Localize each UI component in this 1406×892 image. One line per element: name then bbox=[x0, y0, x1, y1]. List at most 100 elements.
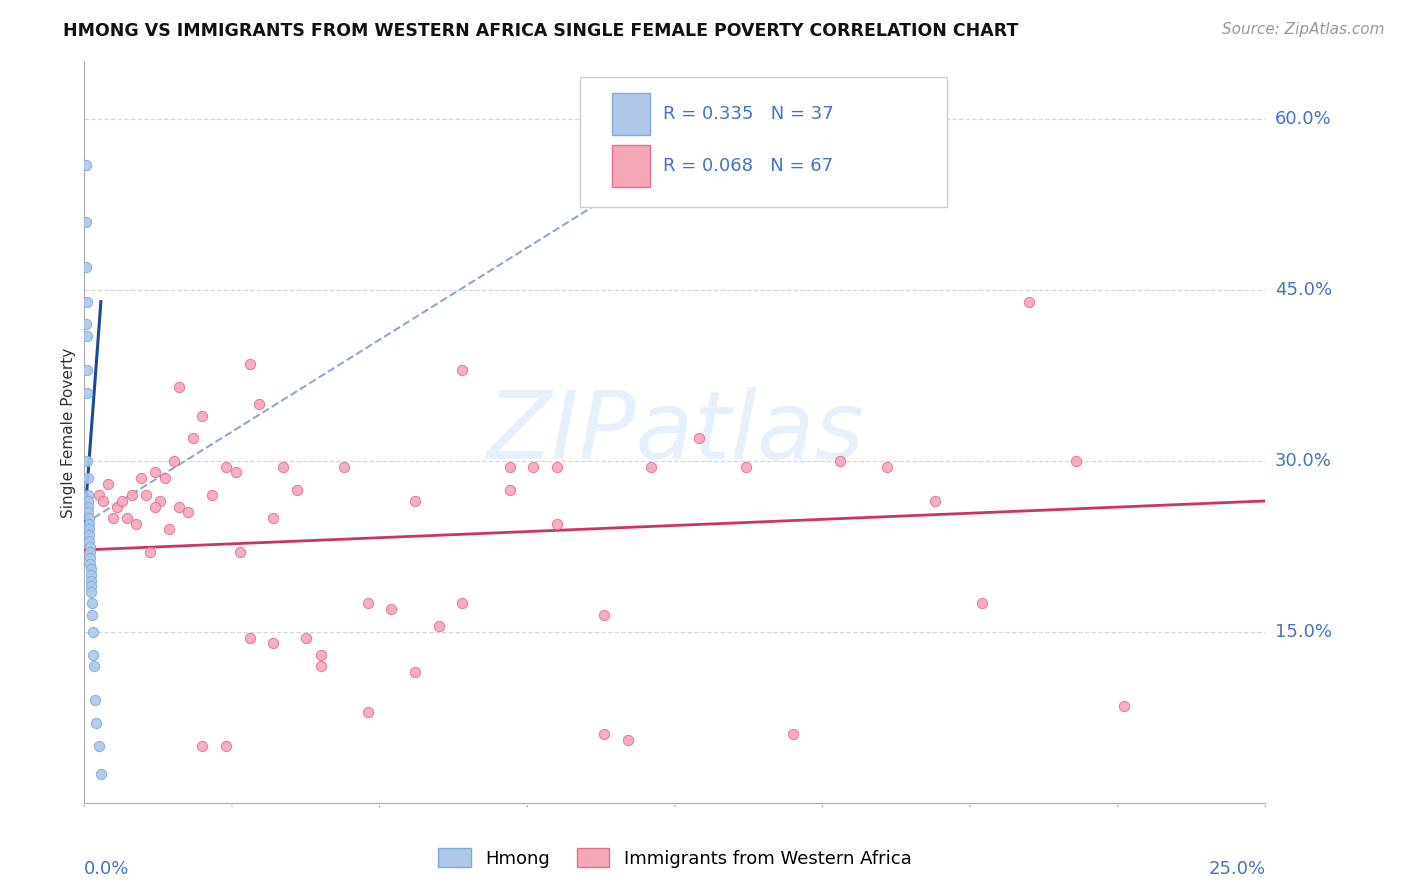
Point bbox=[616, 733, 638, 747]
Point bbox=[876, 459, 898, 474]
Point bbox=[309, 648, 332, 662]
FancyBboxPatch shape bbox=[612, 145, 650, 187]
Point bbox=[77, 516, 100, 531]
Point bbox=[77, 500, 100, 514]
Point bbox=[83, 693, 105, 707]
Point bbox=[76, 471, 98, 485]
Point bbox=[181, 431, 204, 445]
Point bbox=[262, 636, 284, 650]
Point bbox=[404, 494, 426, 508]
Point bbox=[143, 466, 166, 480]
Point bbox=[84, 716, 107, 731]
Point bbox=[1066, 454, 1088, 468]
Point bbox=[77, 511, 100, 525]
Point bbox=[1112, 698, 1135, 713]
Point bbox=[177, 505, 200, 519]
Point bbox=[91, 494, 114, 508]
Point bbox=[830, 454, 852, 468]
Point bbox=[80, 585, 103, 599]
Point bbox=[80, 574, 103, 588]
Point bbox=[80, 597, 103, 611]
Point bbox=[357, 705, 380, 719]
Y-axis label: Single Female Poverty: Single Female Poverty bbox=[60, 348, 76, 517]
Point bbox=[77, 505, 100, 519]
Point bbox=[76, 488, 98, 502]
Point bbox=[77, 523, 100, 537]
Point bbox=[97, 476, 120, 491]
Point bbox=[229, 545, 252, 559]
Point bbox=[333, 459, 356, 474]
Point bbox=[79, 545, 101, 559]
Point bbox=[87, 739, 110, 753]
Point bbox=[167, 500, 190, 514]
Text: 45.0%: 45.0% bbox=[1275, 281, 1331, 299]
Point bbox=[593, 607, 616, 622]
Point bbox=[76, 494, 98, 508]
Point bbox=[82, 648, 104, 662]
Point bbox=[76, 385, 98, 400]
FancyBboxPatch shape bbox=[581, 78, 946, 207]
Point bbox=[285, 483, 308, 497]
Point bbox=[688, 431, 710, 445]
Point bbox=[76, 454, 98, 468]
Point bbox=[75, 260, 97, 275]
Text: 0.0%: 0.0% bbox=[84, 860, 129, 878]
Point bbox=[191, 739, 214, 753]
Point bbox=[149, 494, 172, 508]
Text: Source: ZipAtlas.com: Source: ZipAtlas.com bbox=[1222, 22, 1385, 37]
Point bbox=[295, 631, 318, 645]
Point bbox=[79, 540, 101, 554]
Point bbox=[75, 318, 97, 332]
Point bbox=[239, 357, 262, 371]
Point bbox=[225, 466, 247, 480]
Point bbox=[427, 619, 450, 633]
Point bbox=[546, 516, 568, 531]
Point bbox=[79, 557, 101, 571]
Point bbox=[76, 294, 98, 309]
Point bbox=[167, 380, 190, 394]
Point bbox=[191, 409, 214, 423]
Point bbox=[135, 488, 157, 502]
Point bbox=[404, 665, 426, 679]
Point bbox=[111, 494, 134, 508]
Text: 60.0%: 60.0% bbox=[1275, 111, 1331, 128]
Point bbox=[107, 500, 129, 514]
Point bbox=[357, 597, 380, 611]
Point bbox=[115, 511, 138, 525]
Point bbox=[75, 158, 97, 172]
Point bbox=[593, 727, 616, 741]
Point bbox=[522, 459, 544, 474]
Point bbox=[498, 483, 520, 497]
Text: 15.0%: 15.0% bbox=[1275, 623, 1331, 641]
Point bbox=[201, 488, 224, 502]
Point bbox=[734, 459, 756, 474]
Text: ZIPatlas: ZIPatlas bbox=[486, 387, 863, 478]
Point bbox=[143, 500, 166, 514]
Point bbox=[271, 459, 294, 474]
Point bbox=[121, 488, 143, 502]
Point bbox=[129, 471, 152, 485]
Point bbox=[451, 597, 474, 611]
Point bbox=[79, 562, 101, 576]
Point bbox=[101, 511, 124, 525]
Point bbox=[498, 459, 520, 474]
Text: R = 0.335   N = 37: R = 0.335 N = 37 bbox=[664, 105, 834, 123]
Point bbox=[970, 597, 993, 611]
Point bbox=[80, 579, 103, 593]
Point bbox=[77, 533, 100, 548]
Point bbox=[640, 459, 662, 474]
Text: 30.0%: 30.0% bbox=[1275, 452, 1331, 470]
Point bbox=[90, 767, 112, 781]
Point bbox=[77, 528, 100, 542]
Point bbox=[153, 471, 176, 485]
Point bbox=[82, 607, 104, 622]
Legend: Hmong, Immigrants from Western Africa: Hmong, Immigrants from Western Africa bbox=[439, 848, 911, 868]
Point bbox=[239, 631, 262, 645]
Point bbox=[1018, 294, 1040, 309]
Point bbox=[782, 727, 804, 741]
Point bbox=[309, 659, 332, 673]
Point bbox=[76, 363, 98, 377]
Point bbox=[139, 545, 162, 559]
Point bbox=[87, 488, 110, 502]
Point bbox=[546, 459, 568, 474]
